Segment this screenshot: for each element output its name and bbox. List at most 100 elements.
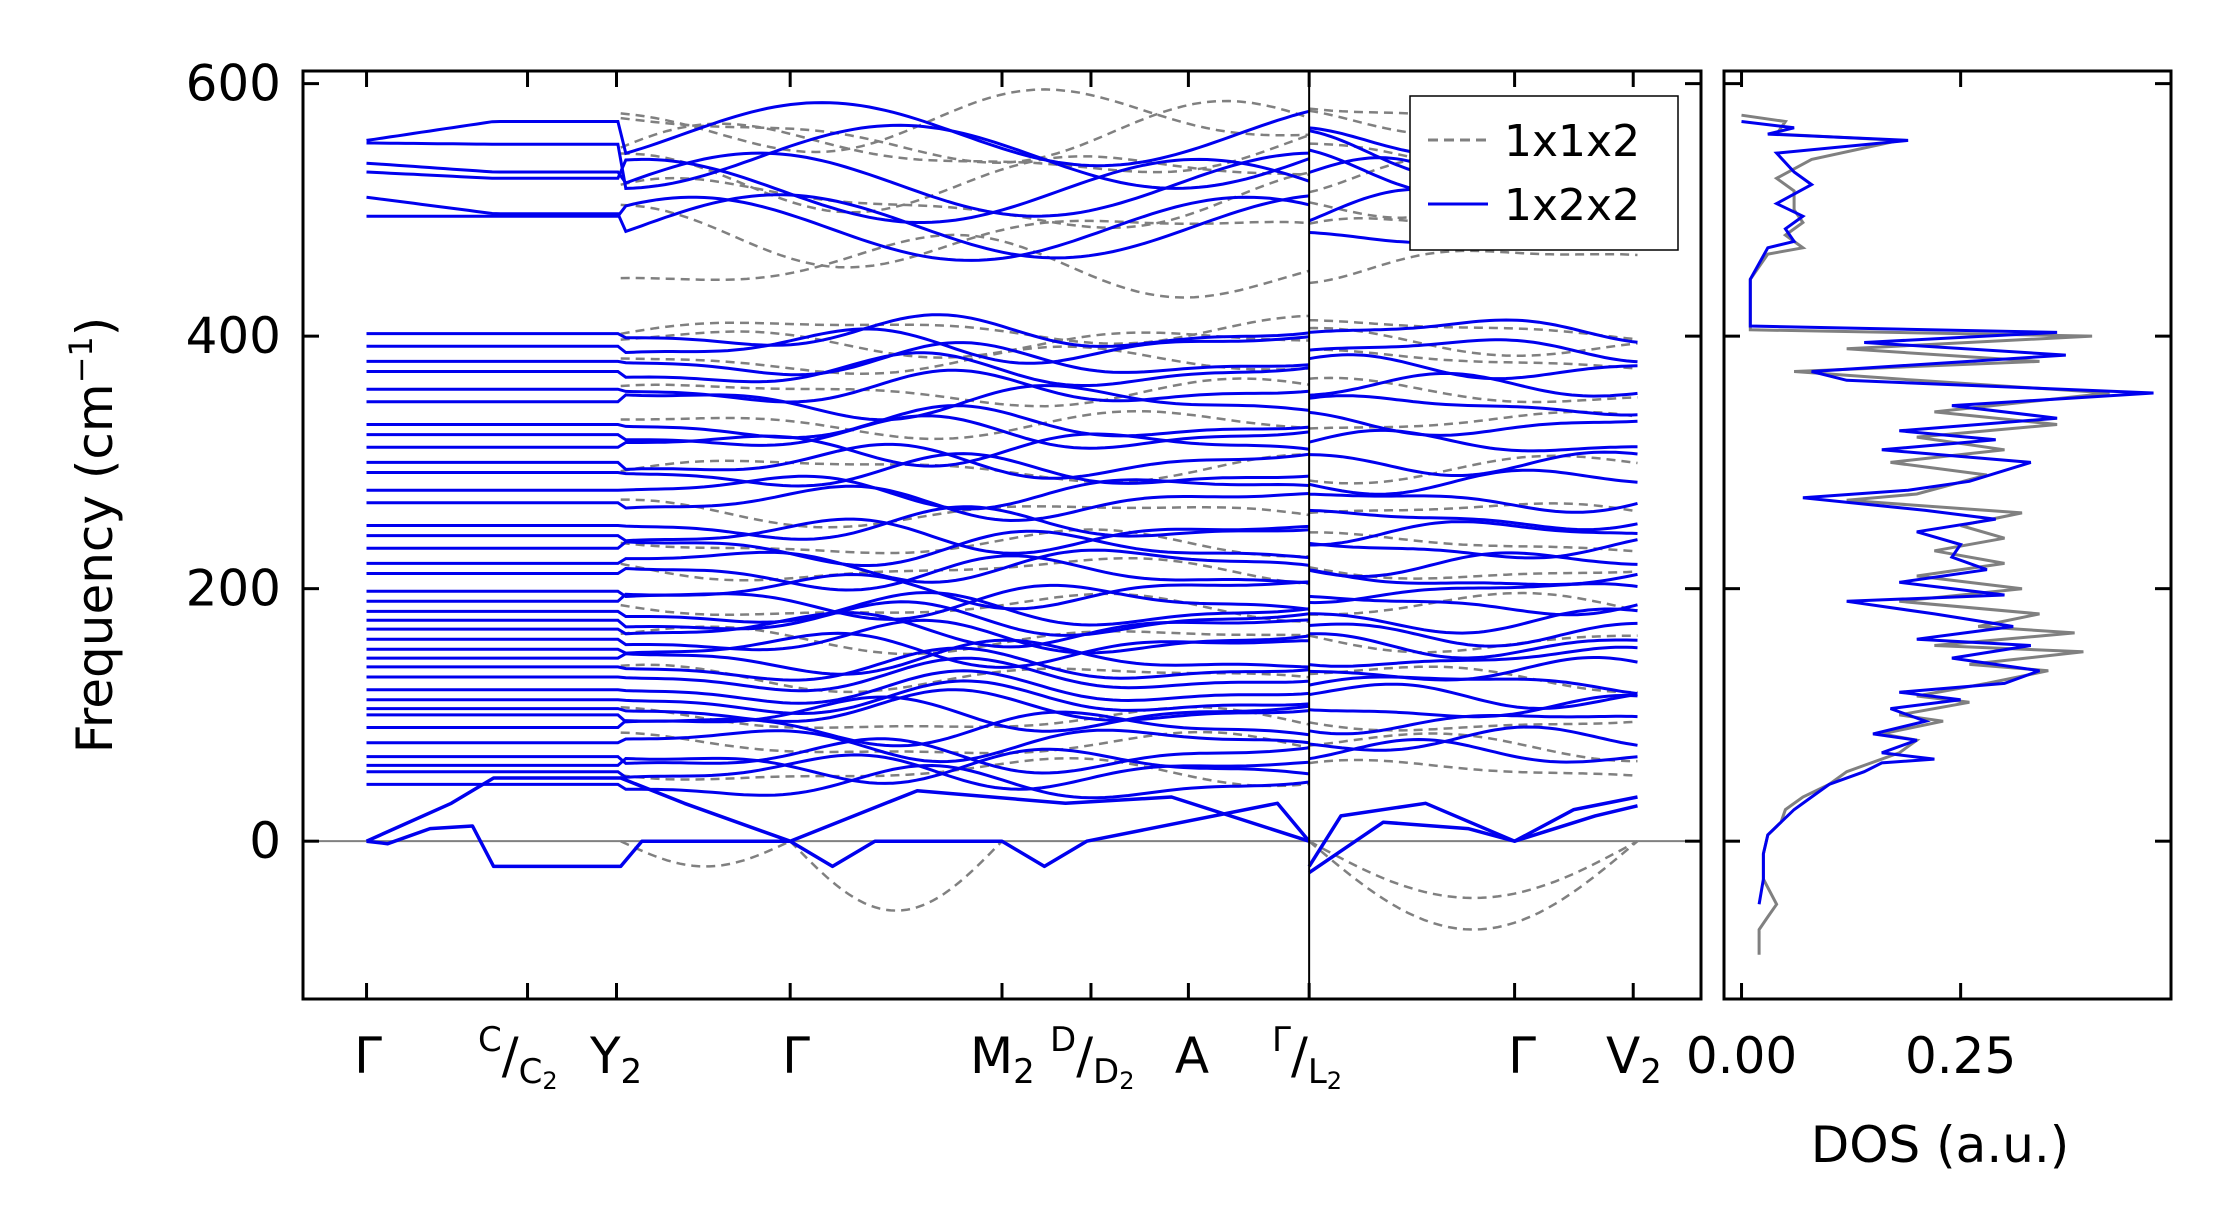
- band-1x2x2-acoustic-19: [366, 572, 1310, 611]
- dos-panel: 0.00 0.25 DOS (a.u.): [1686, 69, 2173, 1174]
- kpath-label-gamma-2: Γ: [782, 1027, 810, 1085]
- band-1x2x2-acoustic-27: [366, 452, 1310, 488]
- band-1x1x2-optical-r-0: [1308, 249, 1638, 285]
- band-1x1x2-acoustic-14-0: [620, 314, 1310, 345]
- band-1x1x2-imag-1: [1308, 840, 1639, 900]
- band-1x1x2-acoustic-13-1: [1309, 326, 1638, 358]
- band-1x1x2-acoustic-12-1: [1309, 348, 1638, 370]
- kpath-label-c-slash: /: [502, 1027, 519, 1085]
- kpath-label-d-sub: 2: [1119, 1067, 1134, 1095]
- band-1x2x2-acoustic-2: [366, 747, 1310, 785]
- band-ticks: 0 200 400 600: [186, 55, 1701, 999]
- band-1x2x2-acoustic-25: [366, 484, 1310, 523]
- legend-box: [1409, 95, 1679, 251]
- band-1x2x2-acoustic-7: [366, 688, 1310, 723]
- band-1x2x2-acoustic-r-16: [1309, 520, 1638, 547]
- band-1x2x2-acoustic-r-19: [1308, 468, 1638, 496]
- dos-curve-1x1x2: [1741, 113, 2110, 955]
- band-1x2x2-acoustic-r-3: [1309, 693, 1638, 719]
- band-1x2x2-acoustic-14: [366, 618, 1310, 655]
- band-1x2x2-acoustic-r-25: [1308, 353, 1638, 381]
- kpath-label-gamma-l2: Γ/L2: [1272, 1020, 1342, 1095]
- band-1x2x2-acoustic-r-0: [1308, 737, 1638, 764]
- band-1x1x2-acoustic-11-0: [620, 377, 1310, 408]
- band-1x2x2-acoustic-24: [366, 505, 1310, 541]
- band-1x2x2-acoustic-17: [366, 591, 1310, 627]
- band-1x1x2-acoustic-5-1: [1309, 591, 1638, 616]
- band-1x2x2-acoustic-3: [366, 737, 1310, 775]
- band-1x2x2-optical-4: [366, 123, 1310, 190]
- dos-ticks: 0.00 0.25: [1686, 71, 2171, 1085]
- band-1x2x2-optical-5: [366, 101, 1310, 168]
- dos-curve-1x2x2: [1741, 120, 2154, 905]
- band-1x1x2-acoustic-3-1: [1309, 665, 1638, 694]
- band-1x2x2-low-2: [1307, 795, 1638, 868]
- y-axis-label: Frequency (cm−1): [62, 317, 124, 754]
- band-1x2x2-acoustic-r-18: [1309, 492, 1638, 514]
- band-1x1x2-imag-0: [789, 840, 1003, 912]
- band-1x2x2-acoustic-23: [366, 517, 1310, 555]
- kpath-label-c-sub: 2: [542, 1067, 557, 1095]
- legend: 1x1x2 1x2x2: [1409, 95, 1679, 251]
- band-1x1x2-acoustic-7-1: [1309, 531, 1638, 553]
- band-1x2x2-acoustic-4: [366, 728, 1310, 764]
- band-1x2x2-acoustic-r-7: [1308, 645, 1638, 668]
- band-1x2x2-acoustic-r-1: [1308, 725, 1638, 752]
- band-1x2x2-acoustic-r-27: [1308, 318, 1638, 344]
- band-1x1x2-optical-1: [620, 203, 1310, 269]
- kpath-label-gl-bottom: L: [1308, 1052, 1327, 1092]
- kpath-label-c-top: C: [478, 1020, 502, 1060]
- band-1x2x2-acoustic-r-21: [1308, 428, 1638, 453]
- band-1x2x2-acoustic-r-20: [1309, 450, 1638, 477]
- band-1x2x2-acoustic-33: [366, 368, 1310, 404]
- kpath-label-gl-sub: 2: [1327, 1067, 1342, 1095]
- band-1x2x2-acoustic-22: [366, 529, 1310, 567]
- band-1x2x2-acoustic-10: [366, 656, 1310, 693]
- band-1x2x2-acoustic-18: [366, 583, 1310, 621]
- kpath-label-d-top: D: [1050, 1020, 1076, 1060]
- legend-label-1x2x2: 1x2x2: [1504, 180, 1640, 231]
- y-tick-label-0: 0: [249, 812, 281, 870]
- band-1x1x2-acoustic-1-1: [1308, 732, 1638, 763]
- dos-x-tick-label-0: 0.00: [1686, 1027, 1797, 1085]
- band-1x2x2-acoustic-26: [366, 474, 1310, 511]
- band-1x1x2-acoustic-6-1: [1308, 565, 1638, 580]
- band-1x2x2-acoustic-1: [366, 753, 1310, 791]
- dos-plot-frame: [1722, 69, 2173, 1001]
- kpath-label-m2-sub: 2: [1013, 1052, 1035, 1092]
- band-1x1x2-optical-6: [620, 88, 1310, 154]
- kpath-label-gamma-3: Γ: [1508, 1027, 1536, 1085]
- band-1x2x2-optical-3: [366, 151, 1310, 218]
- band-1x2x2-optical-0: [366, 195, 1310, 262]
- dos-lines: [1741, 113, 2154, 955]
- band-1x2x2-acoustic-32: [366, 384, 1310, 422]
- dos-x-tick-label-1: 0.25: [1905, 1027, 2016, 1085]
- band-1x1x2-acoustic-2-1: [1308, 720, 1638, 732]
- band-1x2x2-acoustic-r-2: [1308, 714, 1638, 736]
- band-1x2x2-optical-2: [366, 157, 1310, 224]
- band-1x2x2-acoustic-34: [366, 351, 1310, 387]
- band-1x1x2-optical-0: [620, 233, 1310, 299]
- band-1x2x2-acoustic-28: [366, 442, 1310, 480]
- band-1x1x2-imag-3: [620, 840, 791, 868]
- band-1x1x2-acoustic-8-1: [1309, 502, 1638, 515]
- band-1x2x2-low-1: [365, 776, 1310, 843]
- kpath-label-y2: Y2: [589, 1027, 642, 1092]
- y-tick-label-400: 400: [186, 307, 281, 365]
- y-tick-label-200: 200: [186, 560, 281, 618]
- band-1x1x2-acoustic-4-1: [1308, 634, 1638, 654]
- band-1x1x2-acoustic-14-1: [1309, 318, 1638, 341]
- band-1x1x2-imag-2: [1308, 840, 1639, 931]
- legend-label-1x1x2: 1x1x2: [1504, 116, 1640, 167]
- band-1x2x2-acoustic-r-12: [1309, 582, 1638, 605]
- band-1x2x2-acoustic-21: [366, 548, 1310, 584]
- kpath-label-v2-sub: 2: [1640, 1052, 1662, 1092]
- band-1x2x2-acoustic-20: [366, 554, 1310, 592]
- band-1x2x2-acoustic-r-15: [1308, 538, 1638, 560]
- band-1x1x2-acoustic-9-1: [1308, 454, 1638, 485]
- band-1x1x2-acoustic-3-0: [620, 663, 1310, 694]
- band-1x1x2-acoustic-6-0: [620, 556, 1310, 586]
- band-1x2x2-acoustic-29: [366, 432, 1310, 468]
